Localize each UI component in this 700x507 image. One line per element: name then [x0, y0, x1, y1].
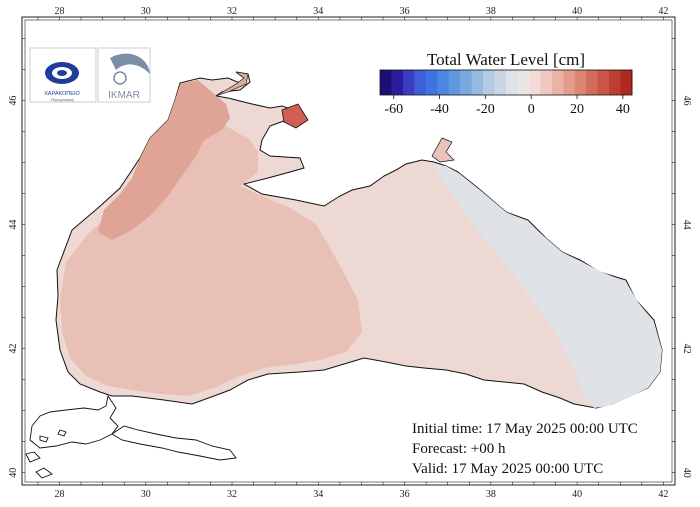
- colorbar-swatch: [551, 70, 564, 95]
- map-title: Total Water Level [cm]: [427, 50, 585, 69]
- longitude-label-bottom: 28: [55, 489, 65, 500]
- latitude-label-left: 44: [8, 220, 19, 230]
- colorbar-swatch: [483, 70, 495, 95]
- colorbar-tick-label: 40: [616, 102, 630, 117]
- colorbar-swatch: [528, 70, 541, 95]
- longitude-label-bottom: 42: [658, 489, 668, 500]
- logo-left-subtext: Υδρογραφική: [50, 97, 74, 102]
- colorbar-swatch: [448, 70, 461, 95]
- colorbar-swatch: [540, 70, 553, 95]
- logo-right-text: IKMAR: [108, 90, 140, 101]
- colorbar-swatch: [402, 70, 415, 95]
- colorbar-swatch: [517, 70, 530, 95]
- longitude-label-top: 30: [141, 6, 151, 17]
- northwest-shelf-region: [98, 80, 230, 240]
- logo-left-text: ΧΑΡΑΚΟΠΕΙΟ: [44, 91, 80, 97]
- kerch-strait-region: [281, 103, 309, 129]
- colorbar-swatch: [380, 70, 392, 95]
- latitude-labels-left: 40 42 44 46: [8, 96, 19, 478]
- colorbar-tick-label: -20: [476, 102, 495, 117]
- longitude-label-top: 34: [313, 6, 323, 17]
- longitude-label-top: 32: [227, 6, 237, 17]
- colorbar-swatch: [460, 70, 473, 95]
- colorbar-outline: [379, 69, 633, 96]
- longitude-label-top: 36: [400, 6, 410, 17]
- forecast-text: Forecast: +00 h: [412, 441, 506, 457]
- ikmar-logo: IKMAR: [97, 47, 151, 103]
- colorbar-swatch: [425, 70, 438, 95]
- colorbar-swatch: [391, 70, 404, 95]
- latitude-label-left: 40: [8, 468, 19, 478]
- latitude-label-right: 44: [681, 220, 692, 230]
- longitude-label-top: 42: [658, 6, 668, 17]
- longitude-label-bottom: 40: [572, 489, 582, 500]
- longitude-label-bottom: 32: [227, 489, 237, 500]
- latitude-label-left: 46: [8, 96, 19, 106]
- kerch-inlet-region: [431, 137, 455, 163]
- longitude-labels-bottom: 28 30 32 34 36 38 40 42: [55, 489, 669, 500]
- colorbar-tick-label: -40: [430, 102, 449, 117]
- latitude-label-right: 46: [681, 96, 692, 106]
- colorbar-swatch: [506, 70, 518, 95]
- map-frame-inner: [24, 19, 673, 483]
- colorbar-swatches: [380, 70, 633, 95]
- colorbar-swatch: [620, 70, 633, 95]
- latitude-label-right: 42: [681, 344, 692, 354]
- colorbar-swatch: [414, 70, 427, 95]
- initial-time-text: Initial time: 17 May 2025 00:00 UTC: [412, 421, 638, 437]
- latitude-label-left: 42: [8, 344, 19, 354]
- hmnnl-logo: ΧΑΡΑΚΟΠΕΙΟ Υδρογραφική: [29, 47, 97, 103]
- longitude-label-bottom: 36: [400, 489, 410, 500]
- colorbar-swatch: [597, 70, 610, 95]
- forecast-info: Initial time: 17 May 2025 00:00 UTC Fore…: [412, 421, 638, 477]
- colorbar-tick-label: -60: [384, 102, 403, 117]
- colorbar-swatch: [563, 70, 576, 95]
- frame-ticks: [22, 17, 675, 485]
- colorbar-swatch: [471, 70, 484, 95]
- marmara-coastline: [25, 394, 237, 479]
- longitude-label-top: 40: [572, 6, 582, 17]
- colorbar: Total Water Level [cm] -60 -40 -20 0 20 40: [379, 50, 633, 117]
- eastern-basin-region: [434, 164, 662, 408]
- longitude-label-bottom: 34: [313, 489, 323, 500]
- colorbar-swatch: [437, 70, 450, 95]
- longitude-labels-top: 28 30 32 34 36 38 40 42: [55, 6, 669, 17]
- colorbar-swatch: [609, 70, 621, 95]
- latitude-labels-right: 40 42 44 46: [681, 96, 692, 478]
- colorbar-tick-label: 0: [528, 102, 535, 117]
- colorbar-tick-label: 20: [570, 102, 584, 117]
- longitude-label-top: 38: [486, 6, 496, 17]
- sea-of-azov-region: [215, 71, 249, 97]
- valid-time-text: Valid: 17 May 2025 00:00 UTC: [412, 461, 603, 477]
- colorbar-ticks: -60 -40 -20 0 20 40: [384, 95, 630, 117]
- colorbar-swatch: [494, 70, 507, 95]
- black-sea-surface: [55, 71, 663, 409]
- colorbar-swatch: [586, 70, 599, 95]
- longitude-label-bottom: 38: [486, 489, 496, 500]
- colorbar-swatch: [574, 70, 587, 95]
- longitude-label-top: 28: [55, 6, 65, 17]
- latitude-label-right: 40: [681, 468, 692, 478]
- longitude-label-bottom: 30: [141, 489, 151, 500]
